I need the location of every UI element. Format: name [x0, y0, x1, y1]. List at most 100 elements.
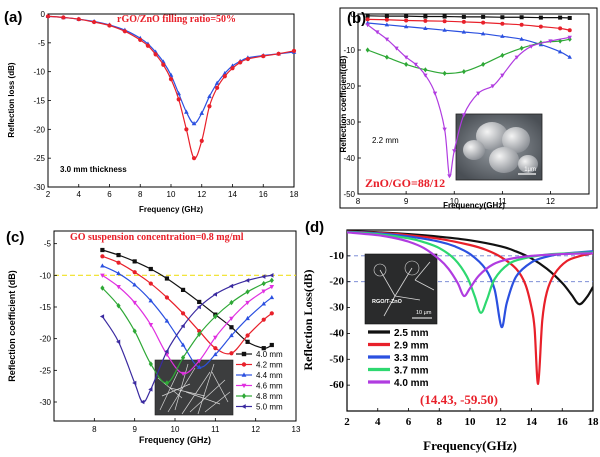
data-point [164, 380, 170, 386]
x-tick-label: 10 [171, 425, 180, 434]
scale-bar-d: 10 μm [416, 310, 432, 316]
data-point [269, 294, 275, 300]
chart-title-a: rGO/ZnO filling ratio=50% [117, 14, 236, 25]
legend-label: 4.8 mm [256, 392, 283, 401]
data-point [548, 39, 553, 44]
data-point [261, 280, 266, 287]
scale-bar-b: 1μm [524, 167, 536, 173]
inset-caption-d: RGO/T-ZnO [372, 299, 403, 305]
x-tick-label: 14 [228, 190, 237, 199]
data-point [148, 266, 153, 272]
data-point [213, 313, 218, 320]
data-point [207, 104, 212, 109]
data-point [519, 45, 524, 51]
data-point [153, 52, 158, 57]
data-point [180, 354, 186, 361]
legend-label: 4.0 mm [256, 350, 283, 359]
legend-label: 2.9 mm [394, 341, 429, 352]
data-point [269, 342, 274, 348]
panel-b: 1μm 8 9 10 11 12 0 -10 -20 -30 -40 -50 (b) 2.2 mm… [339, 7, 598, 210]
data-point [196, 304, 201, 310]
legend-label: 5.0 mm [256, 403, 283, 412]
x-tick-label: 6 [107, 190, 112, 199]
x-tick-label: 12 [251, 425, 260, 434]
x-tick-label: 6 [406, 416, 412, 428]
annotation-b: 2.2 mm [372, 136, 399, 145]
data-point [191, 121, 197, 126]
data-point [184, 127, 189, 132]
data-point [384, 37, 390, 42]
data-point [442, 127, 447, 132]
data-point [394, 46, 399, 51]
x-axis-label-b: Frequency(GHz) [443, 201, 505, 210]
data-point [423, 67, 428, 73]
data-point [199, 110, 205, 115]
y-axis-label-a: Reflection loss (dB) [7, 62, 16, 137]
legend-marker [241, 404, 246, 409]
data-point [538, 15, 543, 20]
data-point [365, 23, 370, 28]
y-tick-label: -10 [33, 68, 45, 77]
data-point [261, 317, 266, 322]
x-tick-label: 8 [356, 197, 361, 206]
data-point [122, 29, 127, 34]
data-point [45, 14, 51, 19]
panel-c: 8 9 10 11 12 13 -5 -10 -15 -20 -25 -30 4.0 mm 4.2 m… [6, 229, 301, 445]
data-point [500, 33, 505, 38]
x-axis-label-d: Frequency(GHz) [423, 438, 517, 453]
data-point [116, 339, 121, 345]
data-point [100, 285, 105, 291]
data-point [61, 15, 66, 20]
y-tick-label: -40 [329, 327, 344, 339]
data-point [100, 254, 105, 259]
chart-title-c: GO suspension concentration=0.8 mg/ml [70, 232, 244, 243]
data-point [229, 316, 234, 321]
data-point [100, 263, 105, 268]
data-point [423, 18, 428, 23]
data-point [432, 91, 438, 96]
data-point [404, 61, 409, 67]
data-point [148, 281, 153, 286]
data-point [447, 174, 452, 179]
data-point [164, 276, 170, 281]
data-point [442, 70, 447, 76]
data-point [442, 14, 447, 19]
data-point [261, 289, 267, 294]
data-point [148, 361, 153, 367]
legend-label: 3.3 mm [394, 353, 429, 364]
data-point [180, 342, 186, 347]
data-point [519, 15, 524, 20]
data-point [191, 156, 197, 161]
data-point [567, 28, 572, 33]
data-point [213, 335, 218, 340]
x-tick-label: 12 [495, 416, 507, 428]
y-tick-label: 0 [41, 10, 46, 19]
x-tick-label: 4 [375, 416, 381, 428]
x-tick-label: 13 [292, 425, 301, 434]
data-point [132, 282, 137, 287]
data-point [461, 19, 466, 24]
legend-label: 2.5 mm [394, 328, 429, 339]
legend-marker [241, 383, 247, 389]
data-point [514, 55, 520, 60]
legend-marker [241, 362, 247, 367]
sem-inset-c [154, 359, 234, 416]
data-point [384, 14, 389, 19]
legend-marker [241, 372, 247, 377]
y-tick-label: -30 [343, 118, 355, 127]
data-point [481, 61, 486, 67]
data-point [116, 270, 121, 276]
data-point [245, 315, 250, 321]
x-tick-label: 10 [167, 190, 176, 199]
data-point [230, 66, 235, 71]
x-tick-label: 11 [498, 197, 507, 206]
x-tick-label: 8 [92, 425, 97, 434]
x-axis-label-c: Frequency (GHz) [139, 435, 211, 445]
data-point [245, 289, 250, 295]
data-point [180, 323, 185, 329]
y-tick-label: -20 [39, 335, 51, 344]
data-point [384, 22, 390, 27]
data-point [529, 44, 534, 49]
y-tick-label: -50 [329, 353, 344, 365]
x-tick-label: 10 [465, 416, 477, 428]
